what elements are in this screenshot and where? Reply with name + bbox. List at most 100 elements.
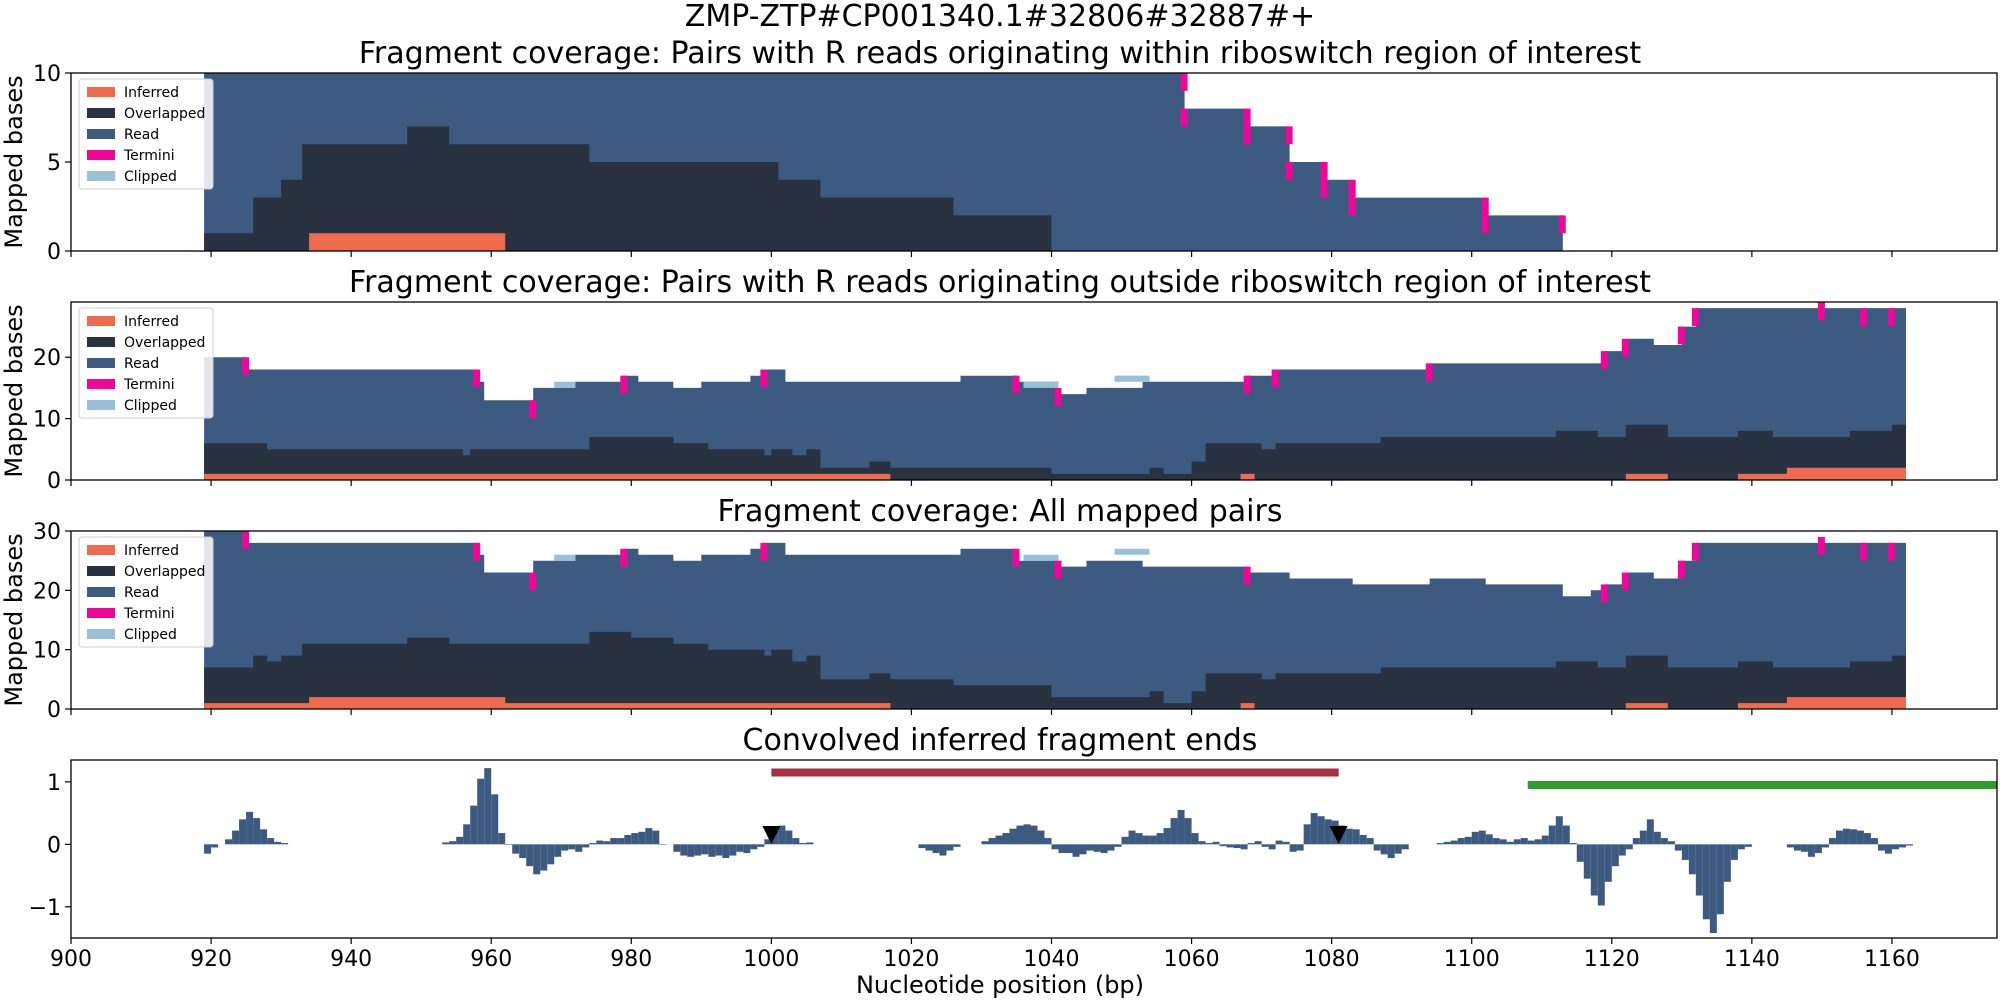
plot-area (204, 768, 1997, 934)
panel-3-title: Fragment coverage: All mapped pairs (718, 494, 1283, 529)
legend-swatch-clipped (87, 400, 115, 410)
termini-mark-6 (1320, 162, 1328, 180)
bin-22 (519, 844, 527, 859)
bin-150 (1576, 844, 1584, 862)
x-axis-label: Nucleotide position (bp) (856, 971, 1144, 999)
bin-110 (1268, 844, 1276, 850)
bin-153 (1597, 844, 1605, 906)
bin-103 (1219, 844, 1227, 847)
bin-138 (1492, 838, 1500, 845)
bin-74 (1016, 825, 1024, 845)
bin-67 (946, 844, 954, 851)
bin-143 (1527, 840, 1535, 845)
termini-mark-15 (1859, 308, 1867, 326)
x-tick-label-9: 1080 (1304, 947, 1360, 972)
legend-label-inferred: Inferred (124, 85, 179, 101)
x-tick-label-13: 1160 (1864, 947, 1920, 972)
termini-mark-3 (1243, 126, 1251, 145)
legend: Inferred Overlapped Read Termini Clipped (78, 78, 214, 190)
bin-12 (449, 841, 457, 845)
bin-39 (638, 831, 646, 845)
bin-155 (1611, 844, 1619, 867)
bin-160 (1646, 819, 1654, 845)
bin-56 (764, 839, 772, 845)
plot-area (204, 531, 1907, 709)
triangle-marker-0 (762, 825, 781, 844)
bin-47 (701, 844, 709, 855)
bin-94 (1156, 833, 1164, 845)
termini-mark-16 (1887, 308, 1895, 326)
x-tick-label-7: 1040 (1024, 947, 1080, 972)
y-tick-label-0: 0 (47, 698, 61, 723)
x-tick-label-6: 1020 (883, 947, 939, 972)
bin-87 (1107, 844, 1115, 851)
bin-40 (645, 828, 653, 845)
x-tick-label-5: 1000 (743, 947, 799, 972)
legend-label-read: Read (124, 356, 159, 372)
bin-148 (1562, 825, 1570, 845)
legend-swatch-read (87, 358, 115, 368)
bin-192 (1905, 844, 1913, 846)
series-inferred (204, 697, 1907, 709)
bin-124 (1366, 838, 1374, 845)
termini-mark-9 (1348, 197, 1356, 216)
legend-swatch-overlapped (87, 337, 115, 347)
bin-115 (1303, 824, 1311, 845)
bin-126 (1380, 844, 1388, 855)
bin-108 (1254, 841, 1262, 845)
bin-98 (1184, 818, 1192, 845)
bin-101 (1205, 843, 1213, 845)
bin-61 (799, 843, 807, 845)
bin-100 (1198, 841, 1206, 845)
bin-99 (1191, 833, 1199, 845)
bin-34 (603, 841, 611, 845)
bin-117 (1317, 816, 1325, 845)
bin-159 (1639, 830, 1647, 845)
bin-171 (1723, 844, 1731, 882)
bin-191 (1898, 844, 1906, 848)
termini-mark-2 (529, 400, 537, 419)
bin-86 (1100, 844, 1108, 854)
bin-46 (694, 844, 702, 856)
bin-52 (736, 844, 744, 852)
bin-184 (1849, 829, 1857, 845)
bin-116 (1310, 813, 1318, 845)
bin-172 (1730, 844, 1738, 860)
bin-122 (1352, 829, 1360, 845)
termini-mark-5 (1012, 375, 1020, 394)
series-overlapped (204, 424, 1907, 480)
bin-127 (1387, 844, 1395, 859)
bin-15 (470, 805, 478, 845)
bin-189 (1884, 844, 1892, 854)
bin-25 (540, 844, 548, 871)
x-tick-label-0: 900 (50, 947, 92, 972)
x-tick-label-8: 1060 (1164, 947, 1220, 972)
termini-mark-4 (760, 369, 768, 388)
bin-137 (1485, 834, 1493, 845)
x-tick-label-10: 1100 (1444, 947, 1500, 972)
axes-frame (70, 301, 1998, 481)
bin-73 (1009, 828, 1017, 845)
bin-92 (1142, 835, 1150, 845)
bin-45 (687, 844, 695, 857)
bin-133 (1457, 838, 1465, 845)
bin-140 (1506, 841, 1514, 845)
plot-area (204, 73, 1566, 251)
bin-44 (680, 844, 688, 856)
clipped-mark-2 (1114, 375, 1150, 382)
x-tick-label-4: 980 (610, 947, 652, 972)
y-tick-label-2: 20 (33, 579, 61, 604)
termini-mark-1 (473, 542, 481, 561)
bin-114 (1296, 844, 1304, 851)
bin-162 (1660, 838, 1668, 845)
bin-109 (1261, 844, 1269, 847)
bin-105 (1233, 844, 1241, 849)
axes-frame (70, 759, 1998, 939)
bin-19 (498, 833, 506, 845)
bin-32 (589, 843, 597, 845)
legend-swatch-inferred (87, 545, 115, 555)
bin-1 (211, 844, 219, 848)
bin-24 (533, 844, 541, 875)
bin-58 (778, 825, 786, 845)
